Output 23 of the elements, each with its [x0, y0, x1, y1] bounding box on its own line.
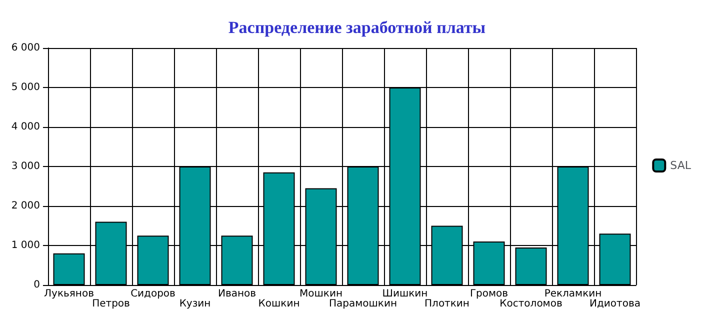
- x-tick-label: Кошкин: [258, 298, 300, 310]
- y-tick-label: 6 000: [11, 42, 40, 54]
- chart-title: Распределение заработной платы: [228, 18, 486, 37]
- y-tick-label: 1 000: [11, 240, 40, 251]
- x-tick-label: Иванов: [218, 288, 256, 300]
- x-tick-label: Громов: [470, 288, 508, 300]
- x-tick-label: Кузин: [179, 298, 211, 310]
- x-tick-label: Парамошкин: [328, 298, 398, 310]
- x-tick-label: Мошкин: [300, 288, 342, 300]
- x-tick-label: Шишкин: [382, 288, 428, 300]
- x-tick-label: Плоткин: [424, 298, 470, 310]
- x-tick-label: Петров: [92, 298, 130, 310]
- y-tick-label: 4 000: [11, 122, 40, 132]
- x-tick-label: Рекламкин: [544, 288, 602, 300]
- x-tick-label: Сидоров: [130, 288, 176, 300]
- x-tick-label: Идиотова: [590, 298, 640, 310]
- x-tick-label: Костоломов: [500, 298, 562, 310]
- y-tick-label: 0: [34, 280, 40, 290]
- legend-label: SAL: [670, 159, 692, 172]
- x-tick-label: Лукьянов: [44, 288, 94, 300]
- y-tick-label: 2 000: [11, 200, 40, 212]
- y-tick-label: 3 000: [11, 161, 40, 172]
- y-tick-label: 5 000: [11, 82, 40, 93]
